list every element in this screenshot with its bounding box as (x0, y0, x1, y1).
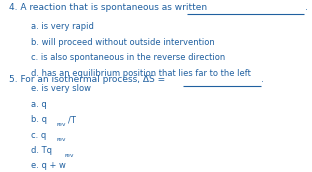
Text: c. q: c. q (31, 131, 46, 139)
Text: /T: /T (68, 115, 76, 124)
Text: a. is very rapid: a. is very rapid (31, 22, 94, 31)
Text: b. will proceed without outside intervention: b. will proceed without outside interven… (31, 38, 215, 47)
Text: c. is also spontaneous in the reverse direction: c. is also spontaneous in the reverse di… (31, 53, 226, 62)
Text: e. is very slow: e. is very slow (31, 84, 91, 93)
Text: e. q + w: e. q + w (31, 162, 66, 170)
Text: 4. A reaction that is spontaneous as written: 4. A reaction that is spontaneous as wri… (9, 3, 207, 12)
Text: rev: rev (65, 153, 74, 158)
Text: d. Tq: d. Tq (31, 146, 52, 155)
Text: .: . (261, 76, 264, 84)
Text: rev: rev (57, 137, 66, 142)
Text: 5. For an isothermal process, ΔS =: 5. For an isothermal process, ΔS = (9, 76, 168, 84)
Text: a. q: a. q (31, 100, 47, 109)
Text: .: . (305, 3, 308, 12)
Text: b. q: b. q (31, 115, 47, 124)
Text: d. has an equilibrium position that lies far to the left: d. has an equilibrium position that lies… (31, 69, 251, 78)
Text: rev: rev (57, 122, 66, 127)
